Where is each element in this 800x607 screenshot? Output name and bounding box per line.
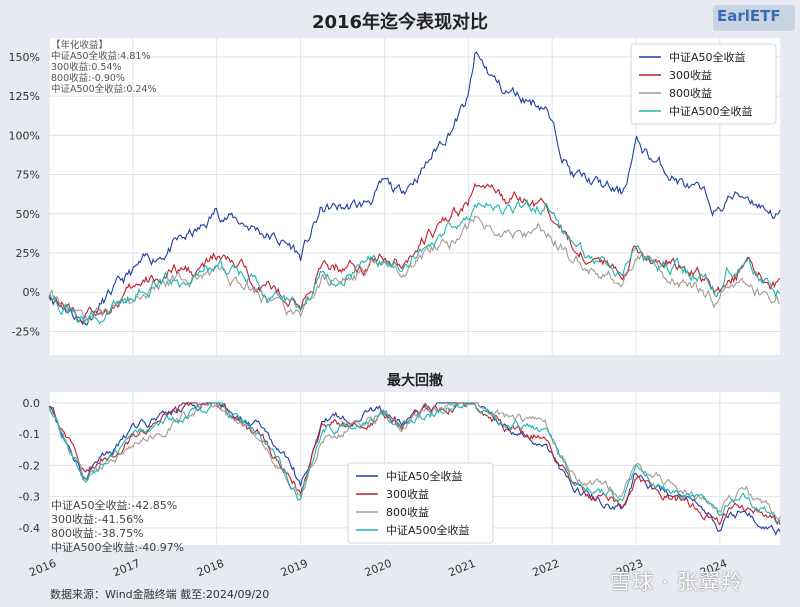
y-tick-label: 25%	[16, 247, 40, 260]
y-tick-label: -0.2	[19, 459, 40, 472]
x-tick-label: 2020	[363, 557, 394, 580]
drawdown-chart-title: 最大回撤	[387, 373, 443, 389]
y-tick-label: -0.4	[19, 522, 40, 535]
y-tick-label: 100%	[9, 129, 40, 142]
earletf-logo-icon: EarlETF	[713, 5, 795, 31]
series-line-4	[48, 402, 781, 523]
annotation-line: 800收益:-38.75%	[51, 526, 144, 540]
series-line-2	[48, 182, 781, 324]
source-note: 数据来源：Wind金融终端 截至:2024/09/20	[50, 588, 270, 601]
y-tick-label: 125%	[9, 90, 40, 103]
legend-label: 800收益	[386, 505, 429, 519]
chart-title: 2016年迄今表现对比	[311, 12, 489, 33]
series-line-2	[48, 402, 781, 526]
annotation-title: 【年化收益】	[51, 39, 108, 51]
drawdown-plot: 0.0-0.1-0.2-0.3-0.4中证A50全收益300收益800收益中证A…	[19, 392, 781, 554]
legend-box	[630, 43, 777, 125]
y-tick-label: 0.0	[23, 397, 41, 410]
legend-label: 中证A50全收益	[669, 50, 746, 64]
x-tick-label: 2019	[279, 557, 310, 580]
x-tick-label: 2022	[530, 557, 561, 580]
y-tick-label: 50%	[16, 208, 40, 221]
y-tick-label: -0.1	[19, 428, 40, 441]
annotation-line: 800收益:-0.90%	[51, 72, 125, 84]
legend-box	[347, 462, 494, 544]
logo-text: EarlETF	[717, 7, 781, 25]
series-line-1	[48, 51, 781, 326]
legend-label: 中证A500全收益	[386, 523, 470, 537]
y-tick-label: 150%	[9, 51, 40, 64]
y-tick-label: -0.3	[19, 491, 40, 504]
y-tick-label: -25%	[12, 325, 40, 338]
series-line-3	[48, 401, 781, 522]
x-tick-label: 2016	[27, 557, 58, 580]
legend-label: 中证A50全收益	[386, 469, 463, 483]
series-line-3	[48, 215, 780, 323]
watermark: 雪球 · 张翼羚	[610, 570, 744, 594]
x-tick-label: 2018	[195, 557, 226, 580]
x-tick-label: 2017	[111, 557, 142, 580]
legend-label: 中证A500全收益	[669, 104, 753, 118]
annotation-line: 中证A50全收益:4.81%	[51, 50, 150, 62]
y-tick-label: 0%	[23, 286, 40, 299]
annotation-line: 中证A500全收益:0.24%	[51, 83, 157, 95]
series-line-4	[48, 198, 781, 325]
performance-plot: -25% 0% 25% 50% 75% 100% 125% 150% 中证A50全收益 300收益…	[9, 38, 781, 355]
legend-label: 300收益	[386, 487, 429, 501]
x-tick-label: 2021	[447, 557, 478, 580]
annotation-line: 中证A500全收益:-40.97%	[51, 540, 184, 554]
annotation-line: 300收益:0.54%	[51, 61, 122, 73]
series-line-1	[49, 402, 781, 536]
legend-label: 300收益	[669, 68, 712, 82]
annotation-line: 300收益:-41.56%	[51, 512, 144, 526]
legend-label: 800收益	[669, 86, 712, 100]
annotation-line: 中证A50全收益:-42.85%	[51, 498, 177, 512]
y-tick-label: 75%	[16, 169, 40, 182]
